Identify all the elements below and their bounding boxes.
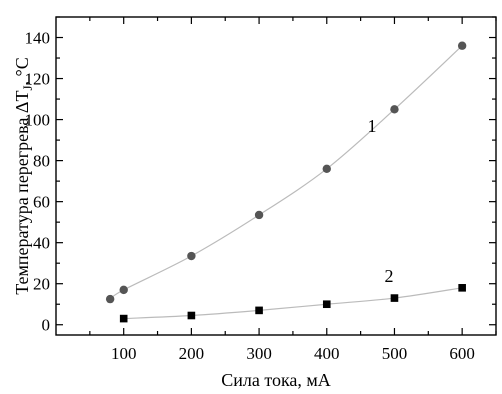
- data-point-series-1: [322, 164, 331, 174]
- data-point-series-2: [390, 294, 399, 302]
- data-point-series-2: [322, 300, 331, 309]
- y-tick-label: 20: [33, 275, 50, 294]
- y-axis-label: Температура перегрева ΔTJ, °С: [12, 57, 35, 295]
- y-tick-label: 60: [33, 193, 50, 212]
- x-tick-label: 600: [449, 344, 475, 363]
- y-tick-label: 120: [25, 70, 51, 89]
- fit-curve-2: [123, 287, 463, 320]
- data-point-series-2: [255, 306, 263, 315]
- data-point-series-2: [119, 314, 128, 323]
- y-tick-label: 140: [25, 29, 51, 48]
- data-markers: [105, 41, 467, 323]
- y-tick-label: 100: [25, 111, 51, 130]
- data-point-series-2: [187, 311, 196, 320]
- ticks: 100 200 300 400 500 600 0 20 40 60 80 100 120 140: [25, 16, 497, 363]
- data-point-series-1: [390, 105, 399, 114]
- x-tick-label: 200: [179, 344, 205, 363]
- y-tick-label: 40: [33, 234, 50, 253]
- fit-curve-1: [109, 45, 463, 300]
- fit-curves: [109, 45, 463, 320]
- x-axis-label: Сила тока, мА: [221, 370, 331, 390]
- data-point-series-1: [254, 210, 264, 220]
- x-tick-label: 100: [111, 344, 137, 363]
- x-tick-label: 500: [382, 344, 408, 363]
- y-tick-label: 0: [42, 316, 51, 335]
- data-point-series-1: [119, 285, 128, 295]
- x-tick-label: 300: [246, 344, 272, 363]
- x-tick-label: 400: [314, 344, 340, 363]
- data-point-series-1: [105, 294, 115, 304]
- y-tick-label: 80: [33, 152, 50, 171]
- y-axis-label-main: Температура перегрева ΔT: [12, 91, 32, 295]
- plot-frame: [55, 16, 497, 336]
- data-point-series-1: [457, 41, 467, 50]
- data-point-series-1: [187, 251, 196, 261]
- labels: 12: [368, 116, 394, 286]
- y-axis-label-sub: J: [20, 85, 35, 90]
- curve-label-1: 1: [368, 116, 377, 136]
- data-point-series-2: [458, 284, 466, 292]
- curve-label-2: 2: [385, 266, 394, 286]
- y-axis-label-unit: , °С: [12, 57, 32, 85]
